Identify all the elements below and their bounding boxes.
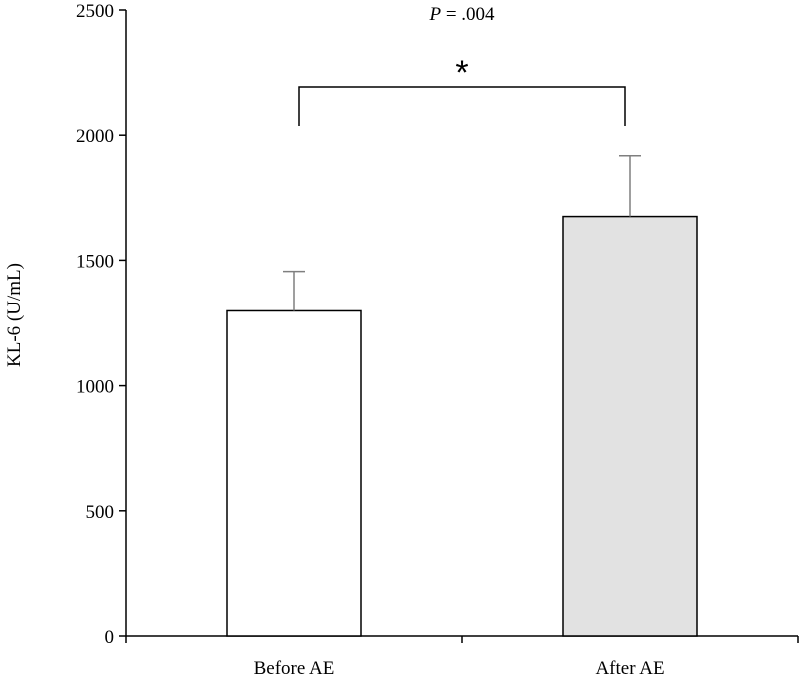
p-value-number: = .004 [441, 4, 495, 25]
significance-star: * [455, 54, 468, 92]
y-tick-label: 1500 [76, 251, 114, 272]
bar [226, 309, 362, 637]
y-tick-label: 0 [105, 627, 115, 648]
p-value-label: P = .004 [428, 4, 495, 25]
x-category-label: Before AE [254, 658, 335, 679]
bars [226, 215, 698, 637]
p-value-symbol: P [428, 4, 441, 25]
y-tick-label: 1000 [76, 377, 114, 398]
y-tick-label: 2500 [76, 1, 114, 22]
x-axis: Before AE After AE [125, 635, 799, 679]
y-tick-label: 500 [86, 502, 115, 523]
bar [562, 215, 698, 637]
bracket-line [298, 86, 626, 126]
error-bars [283, 154, 641, 311]
y-tick-label: 2000 [76, 126, 114, 147]
significance-bracket: * [298, 54, 626, 126]
y-axis-title: KL-6 (U/mL) [4, 263, 25, 367]
y-axis: 0 500 1000 1500 2000 2500 [76, 1, 127, 648]
x-category-label: After AE [595, 658, 664, 679]
